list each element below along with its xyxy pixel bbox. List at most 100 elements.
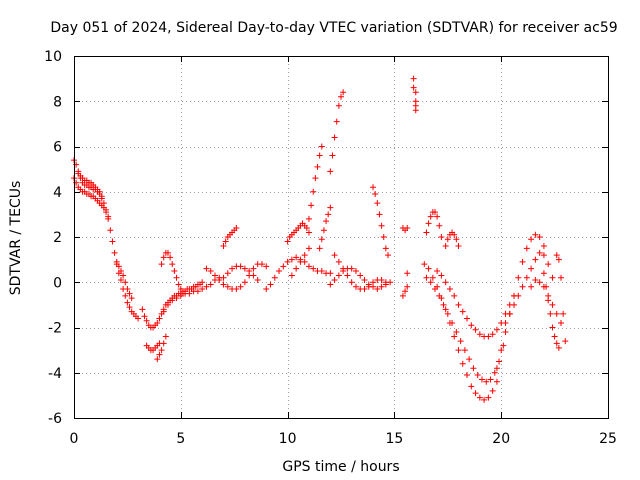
data-point [122,279,129,286]
data-point [318,236,325,243]
data-point [154,319,161,326]
data-point [267,281,274,288]
x-tick-label: 10 [279,431,297,447]
series-arc-l [220,263,261,283]
data-point [288,272,295,279]
data-point [378,222,385,229]
data-point [320,227,327,234]
y-tick-label: 4 [53,185,62,201]
data-point [382,245,389,252]
data-point [263,263,270,270]
data-point [455,347,462,354]
y-tick-label: 0 [53,275,62,291]
data-point [211,272,218,279]
data-point [459,308,466,315]
data-point [404,224,411,231]
data-point [186,290,193,297]
data-point [120,272,127,279]
data-point [109,238,116,245]
data-point [491,369,498,376]
data-point [536,234,543,240]
data-point [303,224,310,231]
data-point [103,209,110,216]
data-point [288,256,295,263]
data-point [216,276,223,283]
y-axis-title: SDTVAR / TECUs [8,181,24,296]
data-point [421,261,428,268]
data-point [489,387,496,394]
data-point [258,261,265,268]
data-point [203,265,210,272]
data-point [532,276,539,283]
data-point [335,258,342,265]
data-point [523,274,530,281]
data-point [160,308,167,315]
data-point [105,213,112,220]
data-point [305,263,312,270]
data-point [199,279,206,286]
data-point [493,326,500,333]
data-point [380,234,387,240]
data-point [173,274,180,281]
data-point [75,170,82,177]
data-point [314,163,321,170]
data-point [194,288,201,295]
data-point [470,365,477,372]
data-point [374,200,381,207]
data-point [117,276,124,283]
data-point [241,265,248,272]
data-point [384,252,391,259]
data-point [500,342,507,349]
series-arc-j [203,261,270,293]
x-tick-label: 5 [176,431,185,447]
data-point [468,383,475,390]
data-point [329,152,336,159]
data-point [164,301,171,308]
data-point [250,272,257,279]
data-point [498,347,505,354]
data-point [555,344,562,351]
data-point [555,256,562,263]
data-point [237,263,244,270]
data-point [357,272,364,279]
data-point [284,238,291,245]
data-point [429,274,436,281]
data-point [271,274,278,281]
series-arc-x [410,75,419,114]
data-point [536,279,543,286]
data-point [117,267,124,274]
data-point [169,261,176,268]
data-point [378,283,385,290]
data-point [340,89,347,96]
data-point [370,283,377,290]
data-point [297,258,304,265]
data-point [493,378,500,385]
data-point [177,292,184,299]
data-point [177,286,184,293]
data-point [241,279,248,286]
data-point [335,102,342,109]
data-point [489,331,496,338]
x-tick-label: 15 [385,431,403,447]
data-point [316,152,323,159]
data-point [540,283,547,290]
data-point [549,301,556,308]
data-point [455,243,462,250]
data-point [459,360,466,367]
data-point [553,340,560,347]
data-point [528,236,535,243]
data-point [560,310,567,317]
data-point [387,279,394,286]
data-point [562,338,569,345]
data-point [412,89,419,96]
data-point [352,283,359,290]
data-point [175,281,182,288]
y-tick-label: 8 [53,94,62,110]
data-point [536,249,543,256]
data-point [481,396,488,403]
series-arc-i [156,274,223,322]
data-point [472,326,479,333]
data-point [139,306,146,313]
data-point [254,276,261,283]
data-point [237,283,244,290]
